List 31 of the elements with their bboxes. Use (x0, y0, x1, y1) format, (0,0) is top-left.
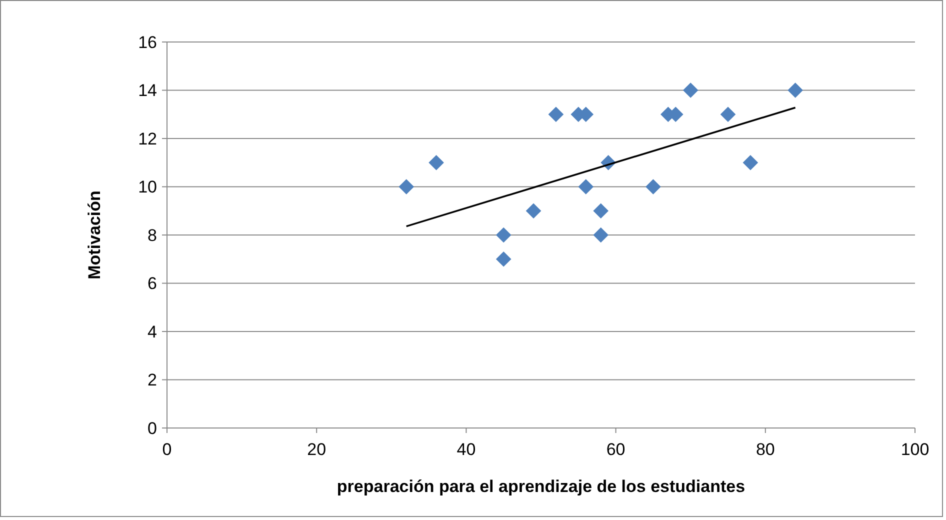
y-tick-label: 8 (148, 226, 157, 245)
x-tick-label: 100 (900, 440, 930, 459)
point (593, 227, 609, 243)
point (526, 203, 542, 219)
x-tick-label: 0 (162, 440, 172, 459)
y-tick-label: 6 (148, 274, 157, 294)
point (788, 82, 803, 98)
point (398, 179, 414, 194)
point (742, 154, 758, 170)
y-axis-title: Motivación (85, 190, 104, 280)
point (646, 179, 661, 194)
x-tick-label: 20 (307, 440, 326, 459)
point (496, 227, 512, 243)
y-tick-label: 12 (138, 129, 157, 148)
point (428, 154, 444, 170)
point (496, 251, 512, 267)
x-tick-label: 80 (756, 440, 775, 459)
x-tick-label: 40 (456, 440, 476, 459)
y-tick-label: 2 (148, 370, 157, 390)
y-tick-label: 16 (138, 32, 157, 52)
point (578, 179, 594, 194)
point (593, 203, 609, 219)
y-tick-label: 10 (138, 178, 157, 197)
x-axis-title: preparación para el aprendizaje de los estudiantes (336, 477, 746, 496)
point (682, 82, 698, 98)
point (548, 106, 564, 122)
y-tick-label: 0 (148, 418, 157, 438)
y-tick-label: 14 (138, 81, 157, 100)
point (720, 106, 736, 122)
x-tick-label: 60 (606, 440, 626, 459)
y-tick-label: 4 (148, 322, 157, 342)
